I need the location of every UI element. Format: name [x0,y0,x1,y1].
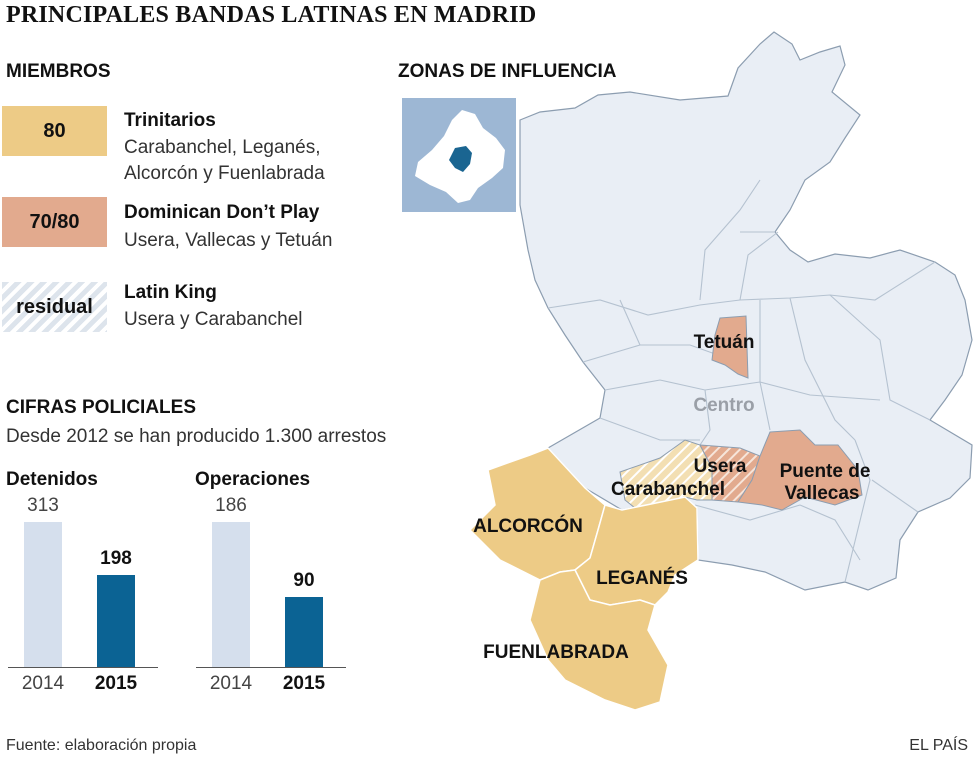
legend-areas-line2: Alcorcón y Fuenlabrada [124,163,325,184]
bar-value-label: 313 [27,495,59,516]
inset-madrid-city [449,146,472,172]
label-puente-vallecas-1: Puente de [780,461,871,482]
tick-label: 2014 [21,673,65,694]
label-usera: Usera [694,456,747,477]
tick-label: 2014 [209,673,253,694]
legend-count: 80 [43,119,66,142]
source-note: Fuente: elaboración propia [6,737,197,754]
brand-logo: EL PAÍS [909,737,968,754]
bar-2014 [24,522,62,667]
legend-areas-line1: Usera, Vallecas y Tetuán [124,230,333,251]
tick-label: 2015 [282,673,326,694]
bar-2015 [285,596,323,667]
chart-baseline [196,667,346,668]
tetuan-district [711,315,749,379]
legend-count: 70/80 [29,210,80,233]
bar-value-label: 186 [215,495,247,516]
legend-name-trinitarios: Trinitarios [124,110,216,131]
legend-swatch-ddp: 70/80 [2,197,107,247]
bar-2015 [97,575,135,667]
legend-name-latin-king: Latin King [124,282,217,303]
district-borders [547,179,936,583]
members-heading: MIEMBROS [6,61,111,82]
police-heading: CIFRAS POLICIALES [6,397,197,418]
label-centro: Centro [693,395,754,416]
legend-swatch-latin-king: residual [2,282,107,332]
label-puente-vallecas-2: Vallecas [784,483,859,504]
legend-name-ddp: Dominican Don’t Play [124,202,320,223]
chart-title-detenidos: Detenidos [6,469,98,490]
bar-value-label: 90 [293,569,315,591]
bar-2014 [212,522,250,667]
page-title: PRINCIPALES BANDAS LATINAS EN MADRID [6,2,537,28]
puente-vallecas-district [737,429,863,511]
label-alcorcon: ALCORCÓN [473,515,583,537]
police-subtitle: Desde 2012 se han producido 1.300 arrest… [6,426,387,447]
map-heading: ZONAS DE INFLUENCIA [398,61,617,82]
legend-count: residual [16,295,93,318]
legend-swatch-trinitarios: 80 [2,106,107,156]
tick-label: 2015 [94,673,138,694]
legend-areas-line1: Carabanchel, Leganés, [124,137,321,158]
chart-title-operaciones: Operaciones [195,469,311,490]
chart-baseline [8,667,158,668]
bar-value-label: 198 [100,548,132,570]
label-leganes: LEGANÉS [596,567,688,589]
label-carabanchel: Carabanchel [611,479,725,500]
label-fuenlabrada: FUENLABRADA [483,642,629,663]
label-tetuan: Tetuán [694,332,755,353]
legend-areas-line1: Usera y Carabanchel [124,309,303,330]
fuenlabrada-area [529,569,669,711]
